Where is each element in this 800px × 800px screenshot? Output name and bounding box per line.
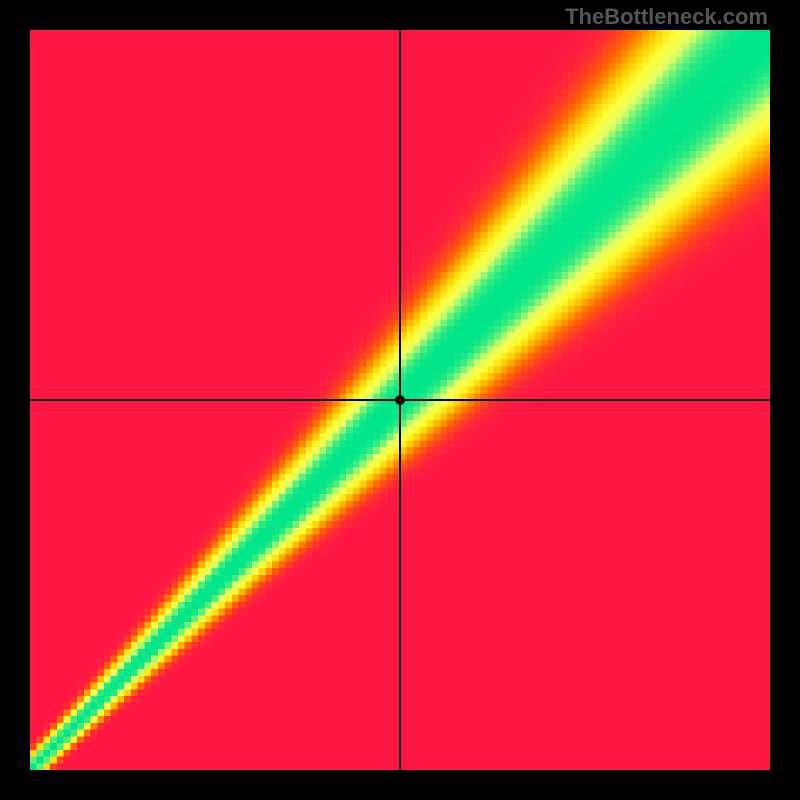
- marker-point: [395, 395, 405, 405]
- watermark-text: TheBottleneck.com: [565, 4, 768, 30]
- chart-container: TheBottleneck.com: [0, 0, 800, 800]
